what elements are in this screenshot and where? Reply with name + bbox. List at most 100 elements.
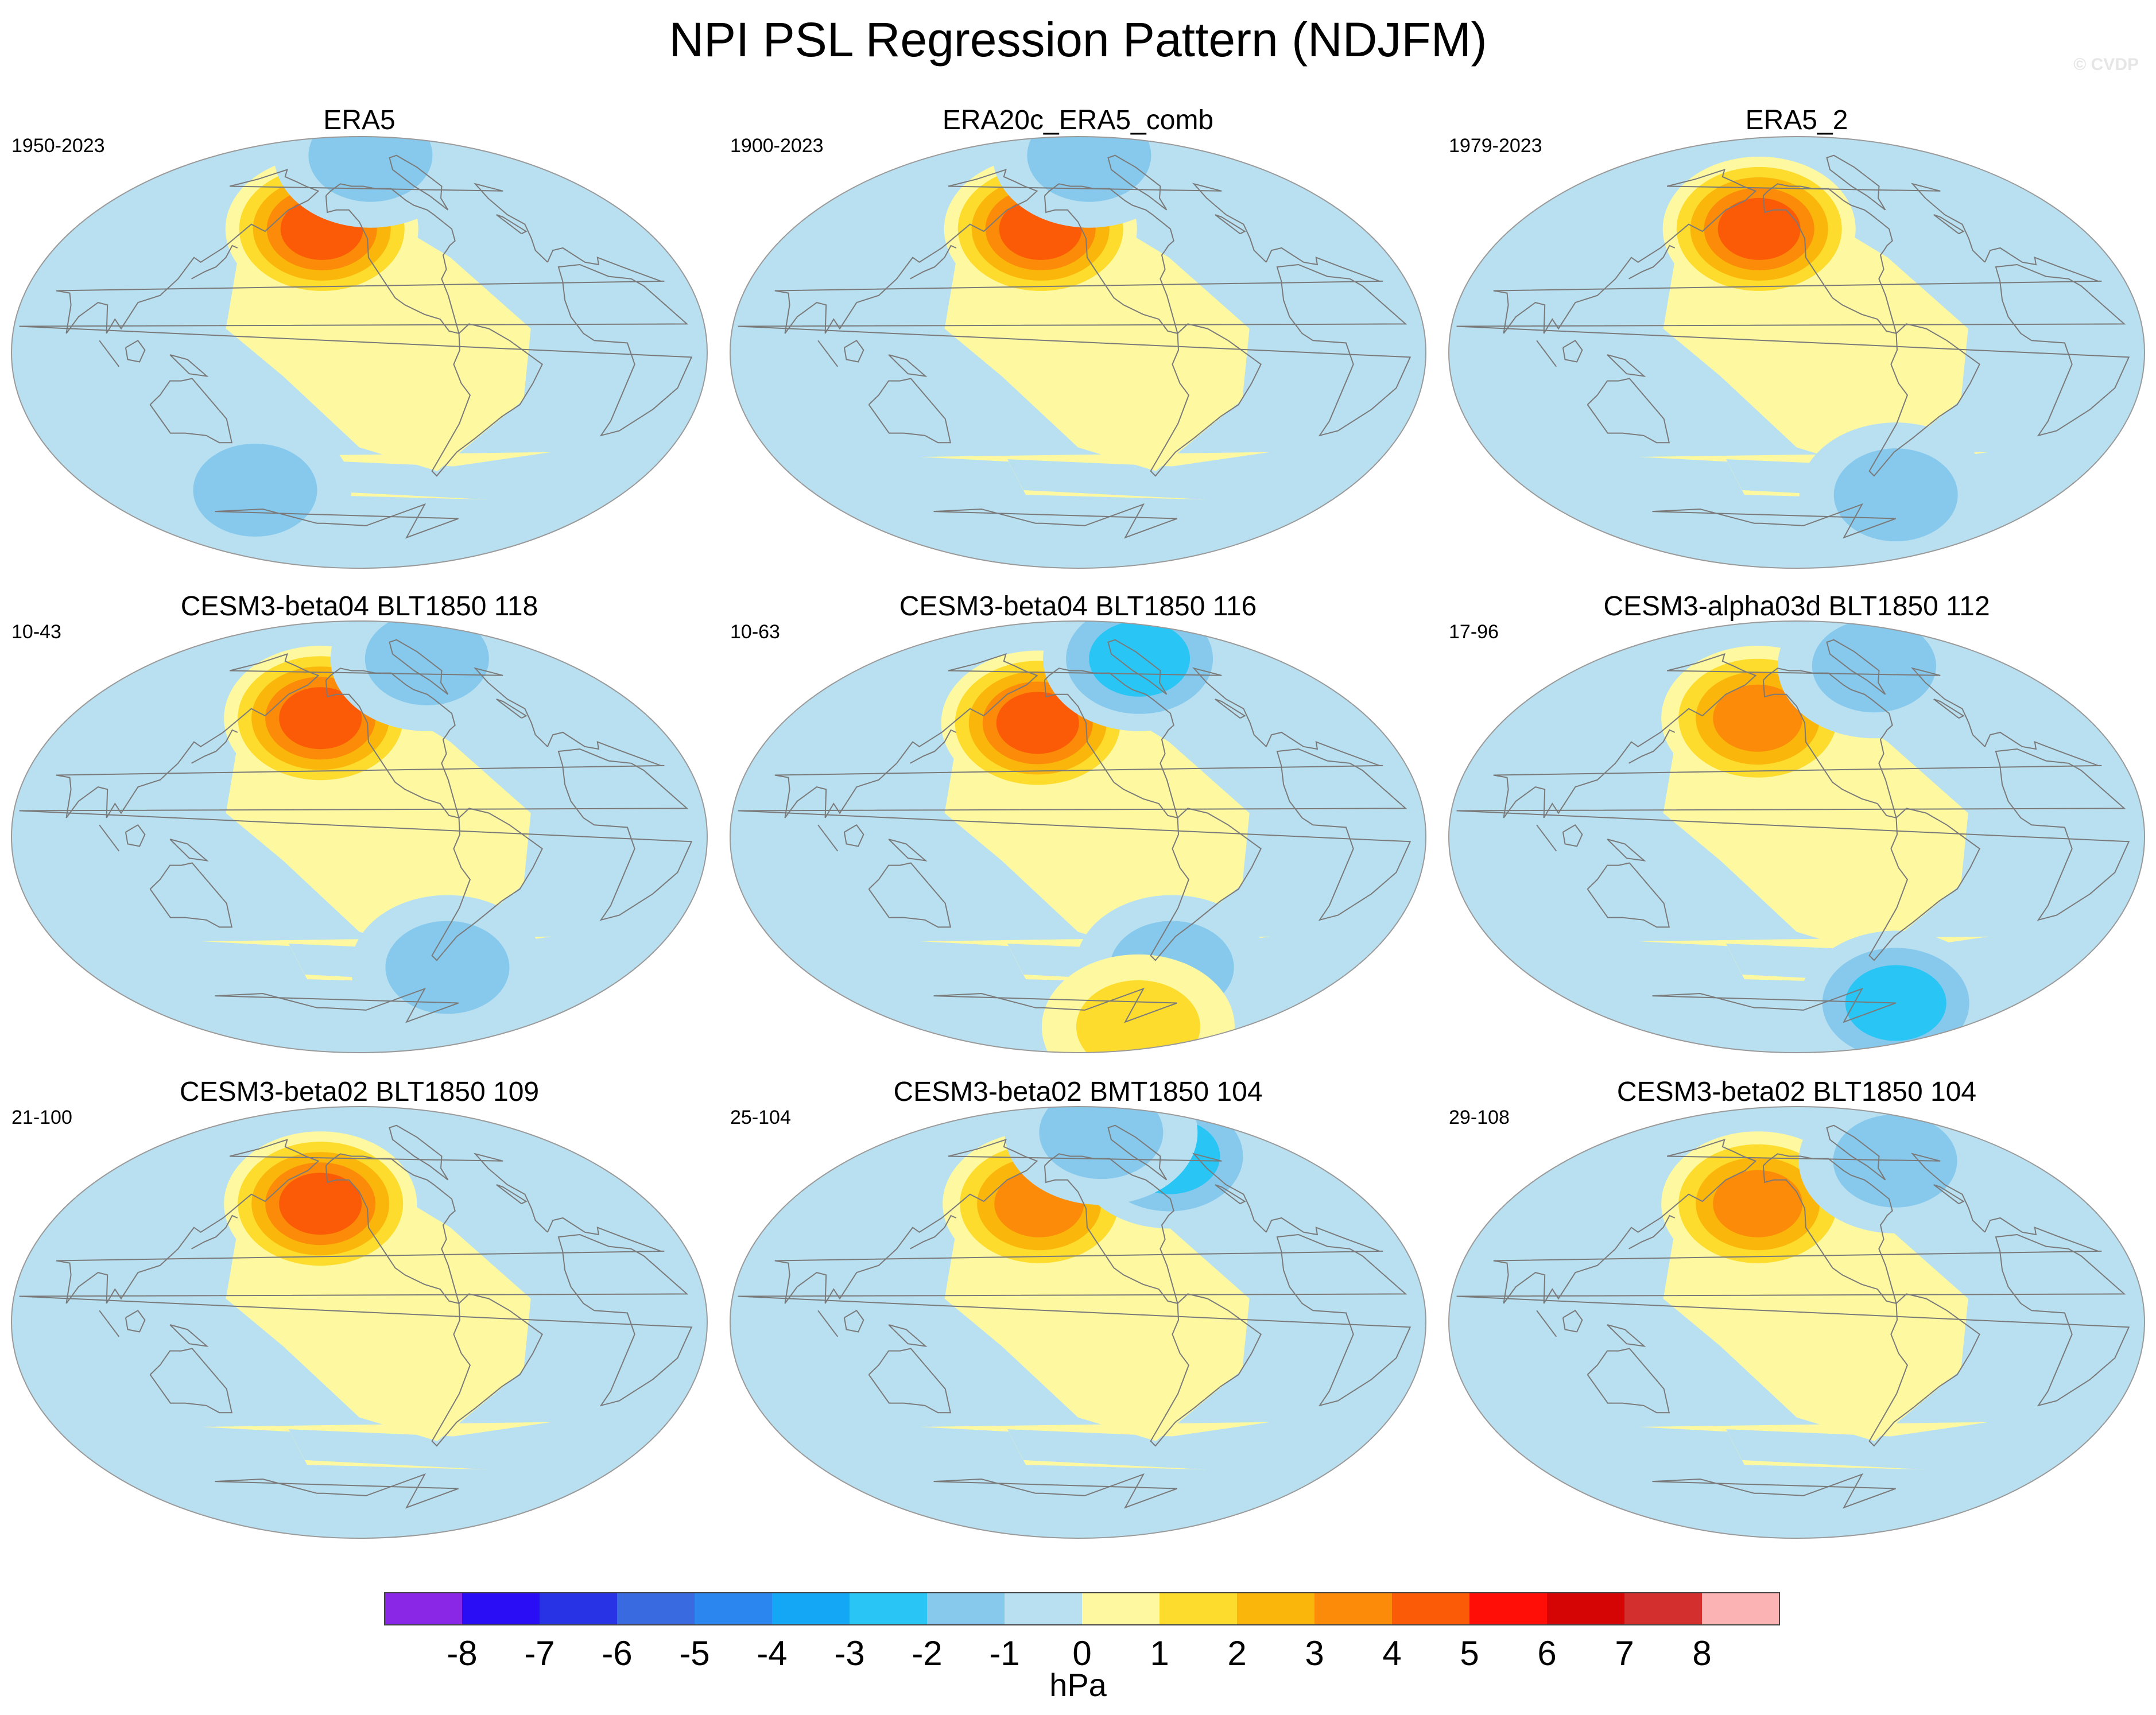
coastline [1150,808,1262,961]
low-anomaly-contour [1089,621,1191,697]
map-border [1448,136,2145,569]
map-border [11,620,708,1053]
colorbar-swatch [695,1593,772,1625]
positive-band [201,452,552,500]
panel-period: 1950-2023 [11,135,105,157]
coastline [56,1138,665,1304]
coastline [56,653,665,818]
map-panels: ERA51950-2023ERA20c_ERA5_comb1900-2023ER… [11,105,2145,1539]
low-anomaly-contour [1812,621,1936,713]
colorbar-swatch [385,1593,462,1625]
colorbar-tick-label: 7 [1615,1634,1634,1673]
coastline [99,824,120,852]
coastline [1536,340,1557,367]
coastline [1493,1138,2102,1304]
positive-band [920,1422,1270,1470]
colorbar-swatch [927,1593,1005,1625]
coastline [125,824,146,847]
chart-title: NPI PSL Regression Pattern (NDJFM) [669,13,1487,67]
coastline [1933,699,1965,719]
coastline [496,699,528,719]
colorbar-swatch [1237,1593,1314,1625]
colorbar-units-label: hPa [1049,1667,1107,1703]
coastline [843,824,864,847]
watermark: © CVDP [2073,55,2139,74]
coastline [1456,263,2130,437]
colorbar-swatch [462,1593,540,1625]
map-border [11,1106,708,1539]
colorbar-swatch [1392,1593,1469,1625]
coastline [1493,168,2102,334]
coastline [1652,1473,1897,1509]
map-field [1449,1107,2145,1538]
coastline [1562,339,1583,363]
coastline [1587,862,1670,928]
low-anomaly-contour [1833,1114,1957,1208]
coastline [191,1215,238,1250]
colorbar-tick-label: -5 [679,1634,709,1673]
map-field [1449,621,2145,1053]
coastline [125,1309,146,1333]
colorbar-swatch [1624,1593,1702,1625]
map-field [1449,137,2145,568]
map-border [730,136,1426,569]
panel-period: 21-100 [11,1107,72,1128]
coastline [1562,1309,1583,1333]
coastline [1607,839,1646,862]
coastline [738,263,1412,437]
panel-title: ERA5 [323,105,395,135]
coastline [888,839,928,862]
coastline [169,354,209,377]
coastline [496,1184,528,1205]
map-panel: CESM3-beta04 BLT1850 118 10-43 [11,591,708,1053]
coastline [1587,378,1670,444]
colorbar-tick-label: 3 [1305,1634,1324,1673]
map-panel: CESM3-beta04 BLT1850 116 10-63 [730,591,1426,1053]
map-field [730,1107,1426,1538]
colorbar-tick-label: -8 [447,1634,477,1673]
coastline [1868,323,1980,477]
low-anomaly-contour [1027,137,1151,202]
coastline [1150,1293,1262,1447]
coastline [1107,154,1168,211]
coastline [774,168,1383,334]
panel-title: CESM3-alpha03d BLT1850 112 [1603,591,1990,622]
panel-period: 1979-2023 [1449,135,1542,157]
coastline [215,503,459,539]
panel-period: 25-104 [730,1107,791,1128]
colorbar-swatch [617,1593,695,1625]
coastline [1933,1184,1965,1205]
map-panel: ERA20c_ERA5_comb 1900-2023 [730,105,1426,569]
coastline [933,987,1178,1023]
colorbar-tick-label: 8 [1692,1634,1711,1673]
coastline [817,1310,839,1337]
colorbar-tick-label: -3 [834,1634,864,1673]
coastline [1562,824,1583,847]
coastline [1826,1124,1886,1181]
coastline [1215,214,1246,235]
high-anomaly-contour [996,692,1079,754]
map-field [730,137,1426,568]
coastline [389,154,449,211]
high-anomaly-contour [279,687,362,750]
coastline [191,245,238,280]
coastline [99,340,120,367]
panel-period: 29-108 [1449,1107,1510,1128]
coastline [910,729,957,764]
coastline [868,1348,952,1414]
colorbar-tick-label: -6 [602,1634,632,1673]
colorbar: -8 -7 -6 -5 -4 -3 -2 -1 0 1 2 3 4 5 6 7 8 [384,1592,1780,1673]
coastline [817,340,839,367]
coastline [431,808,543,961]
colorbar-swatch [1547,1593,1624,1625]
colorbar-swatch [1005,1593,1082,1625]
coastline [169,839,209,862]
panel-period: 17-96 [1449,621,1499,643]
coastline [149,862,233,928]
coastline [1107,639,1168,695]
coastline [1215,699,1246,719]
panel-period: 10-43 [11,621,61,643]
coastline [738,748,1412,921]
coastline [888,1324,928,1347]
colorbar-tick-label: 2 [1227,1634,1246,1673]
